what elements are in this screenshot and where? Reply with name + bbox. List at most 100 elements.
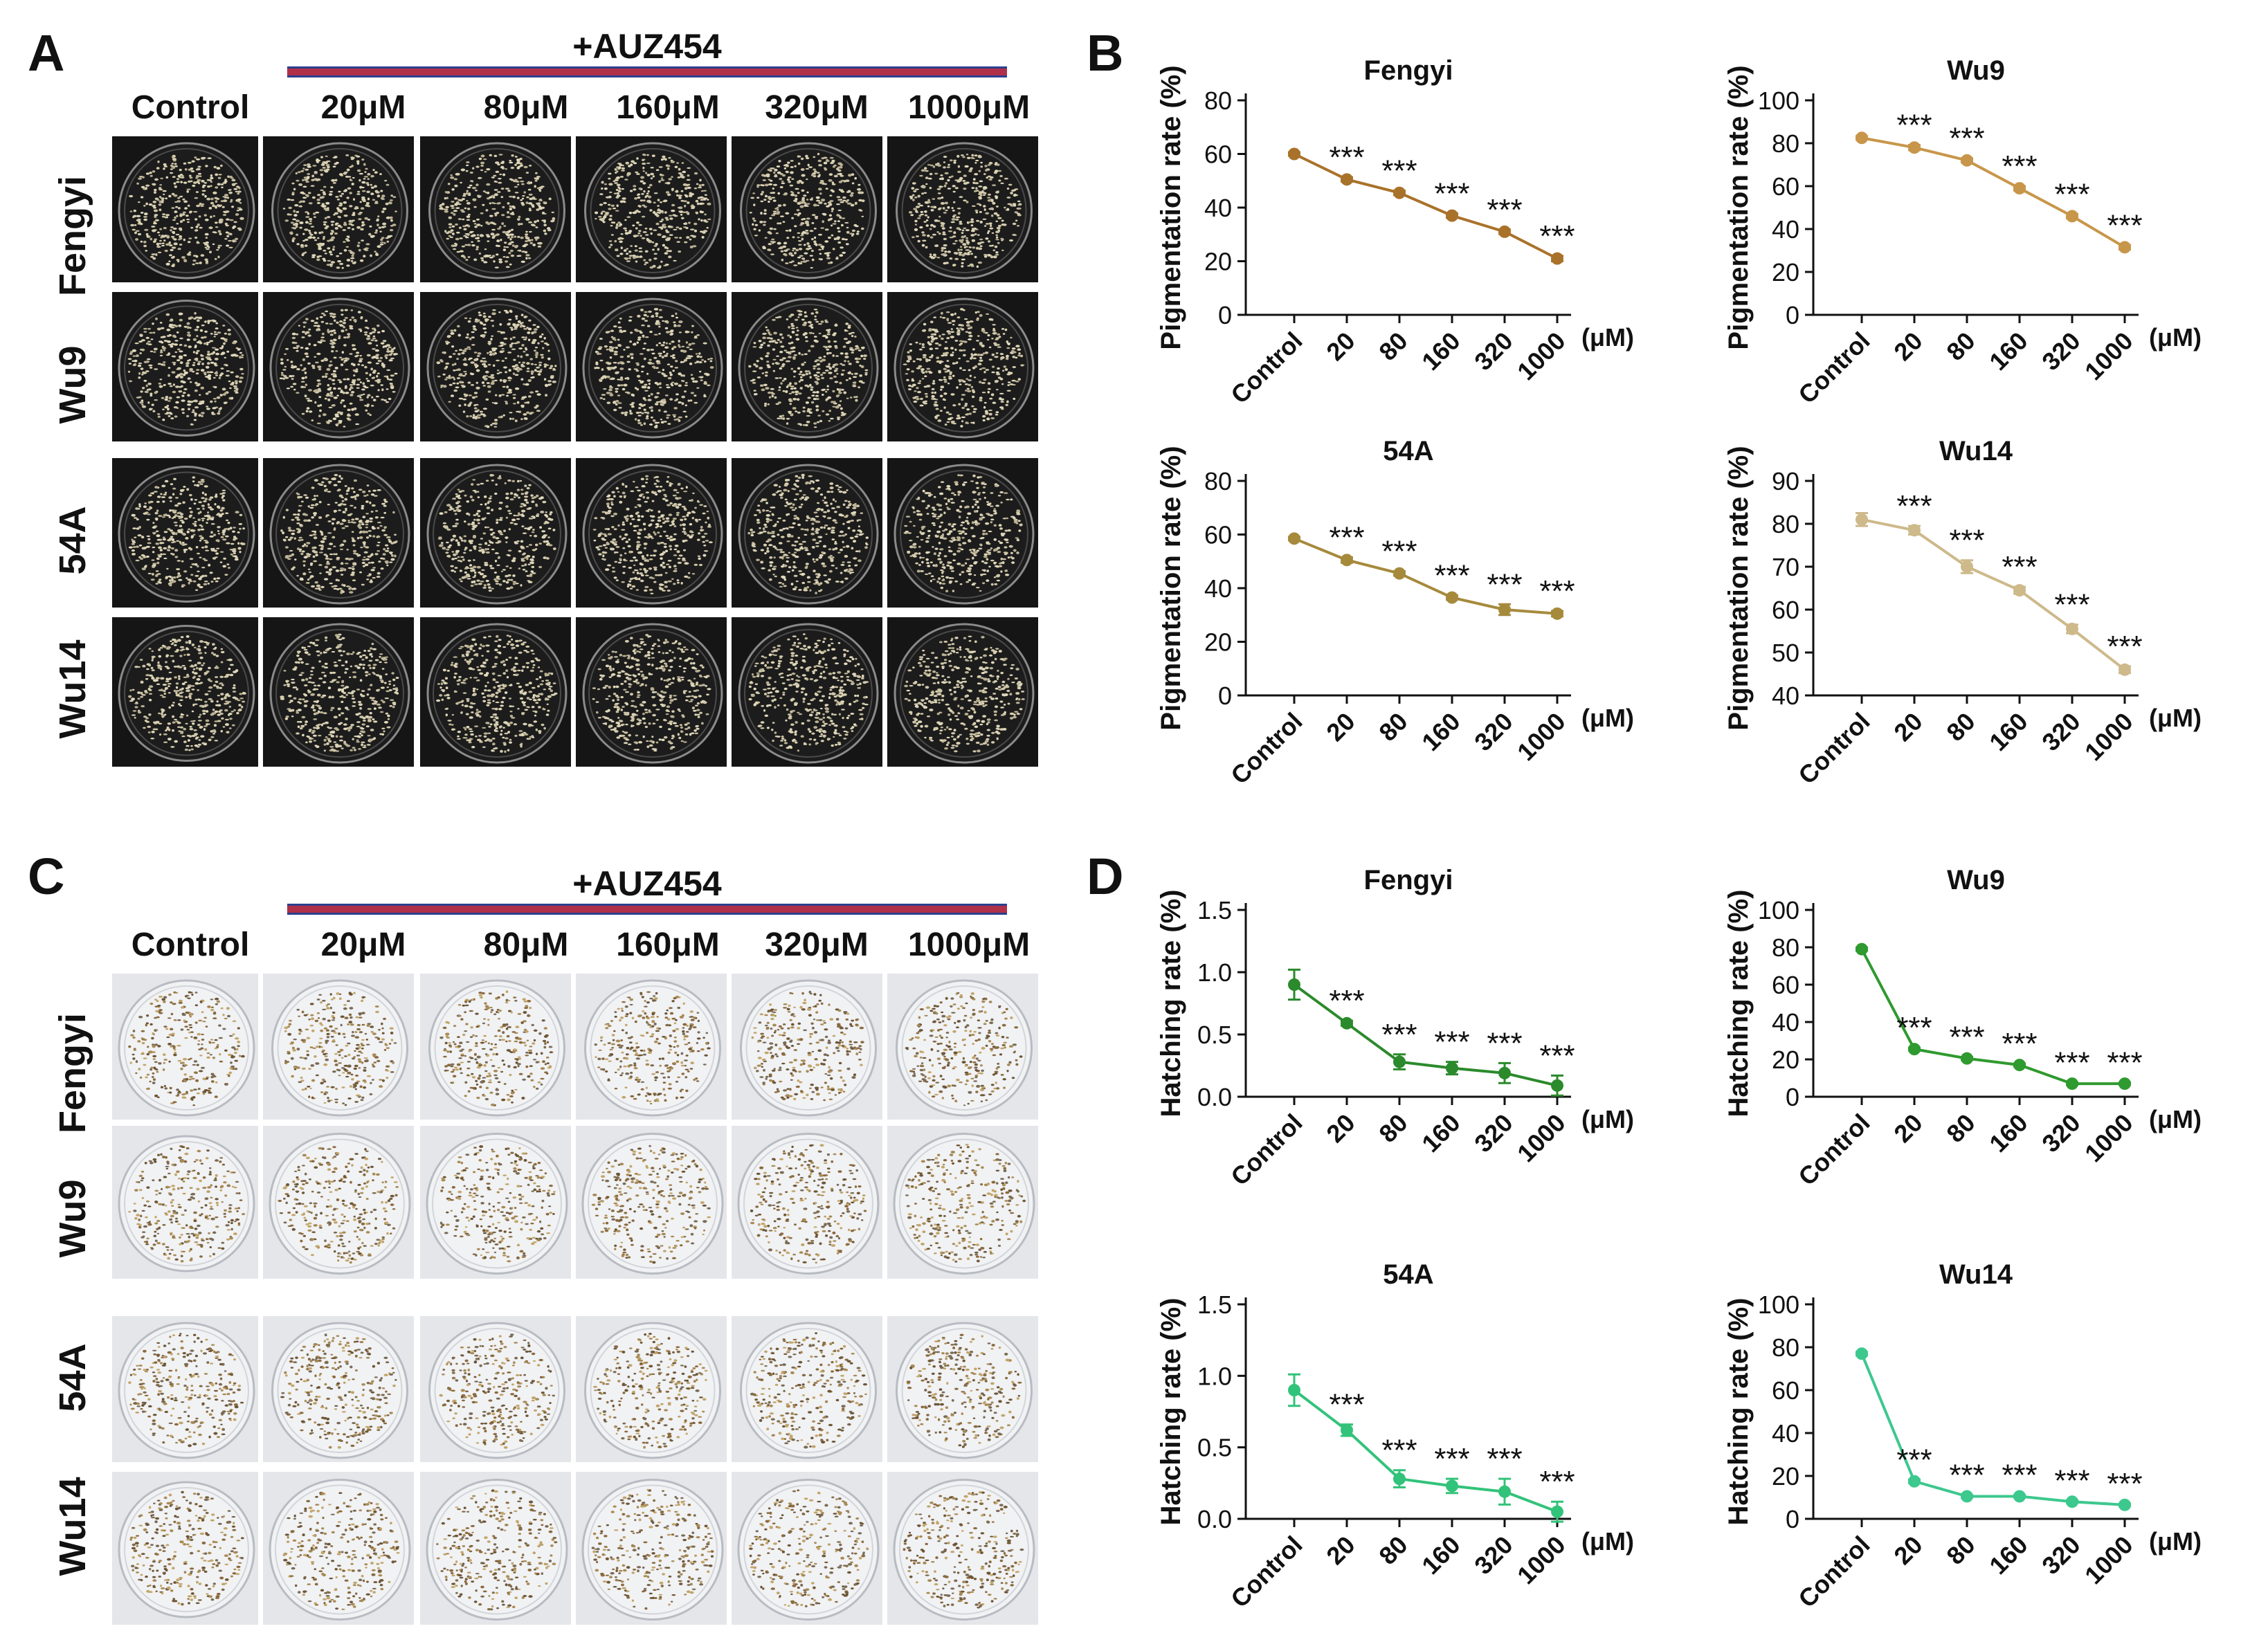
significance-label: ***	[1539, 219, 1575, 253]
petri-dish-photo	[886, 1124, 1040, 1280]
data-point	[1856, 513, 1868, 526]
significance-label: ***	[1381, 1018, 1417, 1052]
x-tick-label: Control	[1793, 327, 1875, 409]
petri-dish-photo	[574, 1124, 728, 1280]
petri-dish-photo	[262, 1124, 415, 1280]
data-point	[1341, 173, 1353, 186]
petri-dish-photo	[730, 1315, 884, 1463]
series-line	[1294, 537, 1558, 615]
y-tick-label: 100	[1758, 86, 1799, 115]
panel-letter-b: B	[1087, 24, 1124, 82]
chart-svg: 54A Pigmentation rate (%) 0 20 40 60 80 Control…	[1156, 436, 1634, 790]
y-axis-label: Hatching rate (%)	[1723, 1298, 1754, 1526]
data-point	[1961, 560, 1973, 573]
x-tick-label: 20	[1321, 327, 1360, 366]
petri-dish-photo	[574, 972, 728, 1121]
data-point	[2066, 210, 2078, 223]
y-tick-label: 20	[1204, 628, 1232, 657]
data-point	[1288, 978, 1300, 991]
petri-dish-photo	[419, 972, 572, 1121]
significance-label: ***	[1434, 1025, 1469, 1059]
petri-dish-photo	[111, 1315, 260, 1463]
x-tick-label: Control	[1225, 707, 1307, 790]
significance-label: ***	[1949, 1020, 1984, 1054]
data-point	[1393, 186, 1406, 199]
y-tick-label: 60	[1772, 596, 1799, 624]
y-tick-label: 0.0	[1197, 1083, 1232, 1111]
data-point	[1856, 942, 1868, 956]
y-tick-label: 40	[1772, 215, 1799, 244]
column-header: 160μM	[616, 89, 720, 126]
x-tick-label: 80	[1941, 1109, 1980, 1148]
treatment-bar-c	[287, 904, 1007, 915]
y-tick-label: 80	[1204, 86, 1232, 115]
significance-label: ***	[1329, 520, 1364, 554]
row-label: Wu9	[52, 1179, 93, 1258]
significance-label: ***	[2054, 1463, 2089, 1497]
row-label: Wu14	[52, 639, 93, 739]
petri-dish-photo	[262, 972, 415, 1121]
x-tick-label: 1000	[1512, 707, 1571, 767]
x-tick-label: 1000	[1512, 327, 1571, 386]
significance-label: ***	[1381, 1434, 1417, 1468]
significance-label: ***	[1896, 1443, 1932, 1477]
line-chart-d4: Wu14 Hatching rate (%) 0 20 40 60 80 100 Control…	[1716, 1246, 2263, 1633]
significance-label: ***	[2002, 149, 2037, 183]
treatment-label-a: +AUZ454	[572, 27, 722, 66]
series-line	[1860, 1353, 2125, 1506]
x-unit-label: (μM)	[2149, 704, 2202, 732]
x-unit-label: (μM)	[1581, 1527, 1634, 1556]
petri-dish-photo	[574, 291, 728, 443]
x-tick-label: 160	[1416, 1531, 1465, 1580]
chart-title: Wu9	[1947, 865, 2005, 895]
petri-dish-photo	[111, 1470, 260, 1626]
data-point	[1961, 154, 1973, 167]
petri-dish-photo	[730, 1124, 884, 1280]
treatment-bar-a	[287, 66, 1007, 77]
y-tick-label: 60	[1204, 140, 1232, 169]
x-unit-label: (μM)	[1581, 323, 1634, 352]
data-point	[1498, 603, 1511, 616]
significance-label: ***	[1329, 1388, 1364, 1422]
petri-dish-photo	[419, 1124, 572, 1280]
chart-svg: Fengyi Pigmentation rate (%) 0 20 40 60 80 Cont…	[1156, 55, 1634, 409]
significance-label: ***	[1434, 558, 1469, 592]
significance-label: ***	[1434, 1442, 1469, 1476]
petri-dish-photo	[886, 1470, 1040, 1626]
data-point	[1551, 1079, 1563, 1092]
data-point	[1341, 554, 1353, 567]
data-point	[1288, 147, 1300, 161]
y-tick-label: 60	[1772, 172, 1799, 201]
y-tick-label: 100	[1758, 1290, 1799, 1319]
data-point	[1446, 591, 1458, 604]
significance-label: ***	[1329, 984, 1364, 1018]
line-chart-b2: Wu9 Pigmentation rate (%) 0 20 40 60 80 100 Cont…	[1716, 42, 2263, 429]
data-point	[2066, 622, 2078, 635]
column-header: 1000μM	[907, 89, 1031, 126]
line-chart-d2: Wu9 Hatching rate (%) 0 20 40 60 80 100 Control 2…	[1716, 851, 2263, 1211]
x-tick-label: 80	[1941, 707, 1980, 747]
y-tick-label: 1.0	[1197, 958, 1232, 987]
x-tick-label: Control	[1793, 1109, 1875, 1191]
y-tick-label: 100	[1758, 896, 1799, 924]
significance-label: ***	[1487, 193, 1522, 227]
significance-label: ***	[2002, 1027, 2037, 1061]
significance-label: ***	[1329, 140, 1364, 174]
significance-label: ***	[1896, 1011, 1932, 1045]
data-point	[1446, 1061, 1458, 1075]
petri-dish-photo	[111, 972, 260, 1121]
y-tick-label: 20	[1772, 258, 1799, 286]
y-axis-label: Hatching rate (%)	[1156, 890, 1186, 1118]
y-tick-label: 0	[1786, 301, 1799, 329]
x-tick-label: 20	[1888, 1109, 1927, 1148]
y-tick-label: 0	[1218, 301, 1232, 329]
y-tick-label: 80	[1772, 129, 1799, 158]
y-tick-label: 20	[1772, 1046, 1799, 1074]
significance-label: ***	[1487, 567, 1522, 601]
x-tick-label: 20	[1888, 707, 1927, 747]
significance-label: ***	[1949, 1459, 1984, 1493]
x-tick-label: Control	[1225, 1531, 1307, 1613]
data-point	[2066, 1077, 2078, 1091]
significance-label: ***	[1896, 108, 1932, 142]
y-axis-label: Pigmentation rate (%)	[1156, 446, 1186, 730]
